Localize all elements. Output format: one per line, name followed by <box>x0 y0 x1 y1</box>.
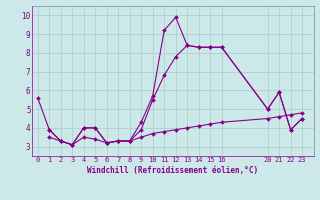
X-axis label: Windchill (Refroidissement éolien,°C): Windchill (Refroidissement éolien,°C) <box>87 166 258 175</box>
